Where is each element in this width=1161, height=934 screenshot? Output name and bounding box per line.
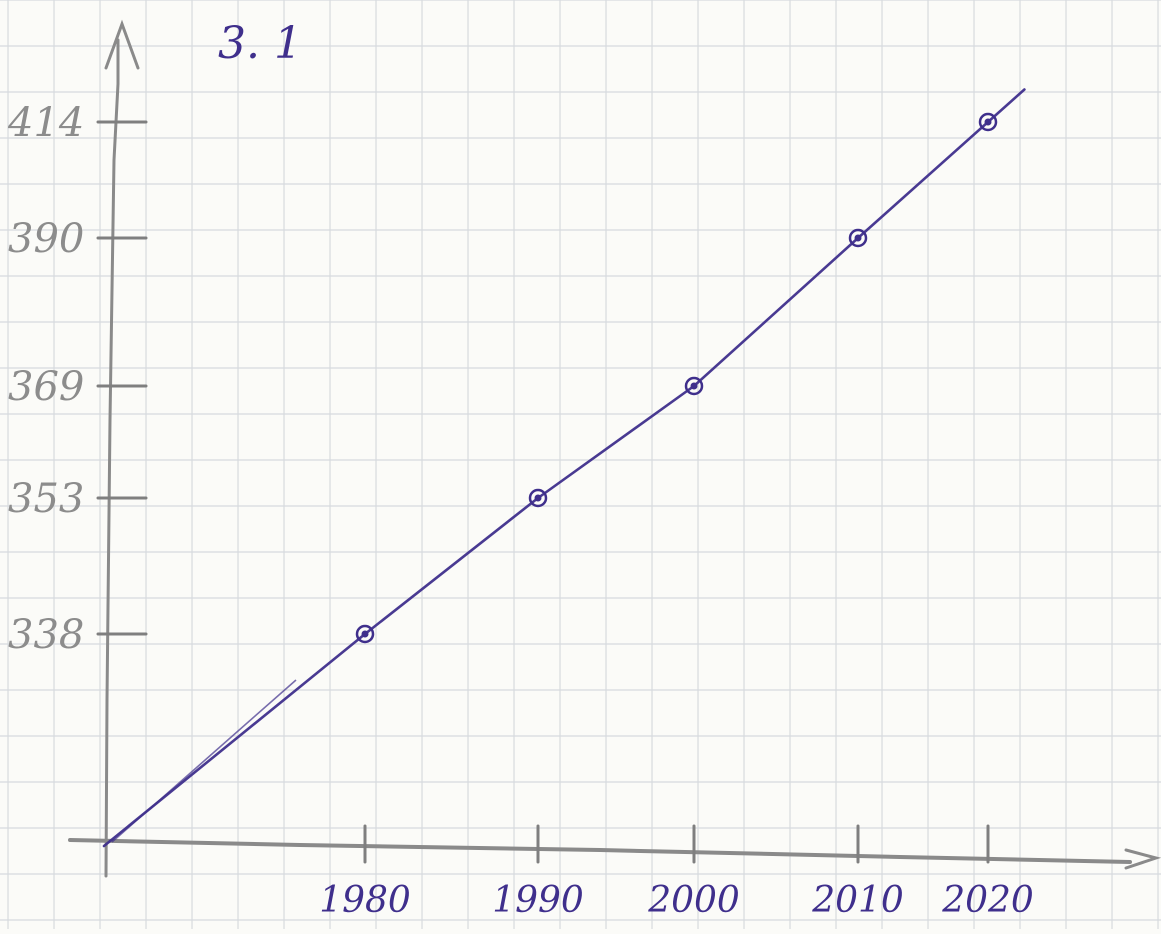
data-point xyxy=(355,624,375,644)
x-tick-label: 2020 xyxy=(941,880,1034,921)
axes xyxy=(68,19,1161,878)
x-tick-labels: 1980 1990 2000 2010 2020 xyxy=(319,880,1034,921)
y-axis xyxy=(104,38,120,878)
data-point-dot xyxy=(690,382,698,390)
y-tick-label: 414 xyxy=(7,100,84,146)
x-tick-label: 2010 xyxy=(811,880,904,921)
y-tick-label: 369 xyxy=(8,364,84,410)
series-line-sketch xyxy=(111,679,297,843)
x-tick-label: 2000 xyxy=(647,880,740,921)
data-point-dot xyxy=(854,234,862,242)
data-point-dot xyxy=(534,494,542,502)
x-tick-label: 1990 xyxy=(492,880,584,921)
y-tick-label: 338 xyxy=(8,612,84,658)
data-point xyxy=(528,488,548,508)
y-tick-label: 390 xyxy=(8,216,84,262)
x-axis xyxy=(68,838,1132,864)
y-axis-arrow xyxy=(104,19,140,70)
x-tick-marks xyxy=(363,824,990,864)
y-tick-label: 353 xyxy=(8,476,84,522)
chart-title: 3. 1 xyxy=(218,18,302,69)
series-line-group xyxy=(102,88,1026,848)
x-axis-arrow xyxy=(1124,848,1161,870)
data-point-dot xyxy=(361,630,369,638)
data-point xyxy=(684,376,704,396)
data-point xyxy=(978,112,998,132)
y-tick-labels: 338 353 369 390 414 xyxy=(7,100,84,658)
data-points xyxy=(355,112,998,644)
data-point xyxy=(848,228,868,248)
data-point-dot xyxy=(984,118,992,126)
y-tick-marks xyxy=(96,120,148,636)
series-line xyxy=(102,88,1026,848)
x-tick-label: 1980 xyxy=(319,880,411,921)
